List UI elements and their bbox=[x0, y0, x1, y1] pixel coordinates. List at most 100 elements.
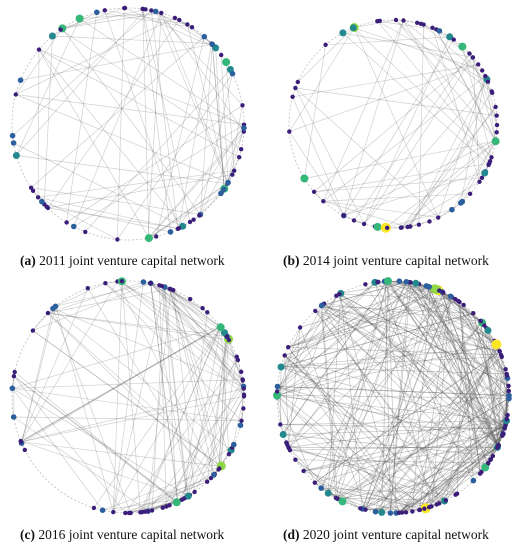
network-edge bbox=[428, 286, 499, 447]
network-node bbox=[22, 447, 27, 453]
caption-label-c: (c) bbox=[20, 527, 35, 542]
network-edge bbox=[405, 281, 510, 399]
network-node bbox=[52, 303, 59, 310]
network-edge bbox=[362, 508, 421, 511]
network-panel-c bbox=[0, 275, 262, 520]
network-edge bbox=[343, 20, 404, 216]
network-edge bbox=[288, 300, 459, 348]
network-edge bbox=[320, 305, 482, 473]
network-edge bbox=[295, 87, 497, 116]
network-node bbox=[503, 367, 508, 372]
network-edge bbox=[130, 481, 208, 514]
network-edge bbox=[287, 346, 407, 513]
network-node bbox=[237, 422, 244, 429]
network-edge bbox=[472, 57, 480, 182]
network-edge bbox=[87, 288, 208, 482]
network-edge bbox=[37, 196, 118, 240]
network-edge bbox=[117, 281, 244, 387]
network-edge bbox=[20, 440, 186, 499]
network-edge bbox=[32, 312, 49, 331]
network-node bbox=[341, 213, 346, 218]
network-node bbox=[412, 279, 420, 287]
network-edge bbox=[412, 287, 431, 512]
network-edge bbox=[456, 304, 464, 494]
network-edge bbox=[164, 286, 178, 503]
network-edge bbox=[287, 285, 427, 446]
network-edge bbox=[20, 326, 221, 443]
network-edge bbox=[47, 19, 180, 209]
network-node bbox=[273, 391, 281, 400]
network-node bbox=[111, 509, 116, 515]
network-edge bbox=[321, 305, 497, 345]
network-edge bbox=[47, 312, 229, 341]
network-edge bbox=[315, 310, 458, 494]
network-edge bbox=[276, 327, 301, 397]
network-node bbox=[192, 489, 197, 495]
network-edge bbox=[112, 327, 222, 513]
network-node bbox=[152, 8, 159, 15]
network-edge bbox=[142, 8, 150, 239]
network-edge bbox=[125, 481, 208, 514]
network-edge bbox=[426, 285, 494, 457]
network-node bbox=[279, 431, 287, 438]
network-node bbox=[333, 495, 339, 501]
network-edge bbox=[385, 281, 440, 504]
network-node bbox=[274, 383, 281, 390]
network-edge bbox=[384, 281, 502, 358]
network-node bbox=[145, 509, 150, 514]
network-edge bbox=[288, 286, 431, 348]
network-edge bbox=[381, 420, 507, 513]
network-edge bbox=[169, 288, 219, 470]
network-edge bbox=[401, 140, 496, 228]
network-node bbox=[297, 325, 303, 330]
network-node bbox=[403, 279, 410, 285]
network-edge bbox=[112, 286, 166, 513]
network-edge bbox=[335, 425, 506, 499]
network-edge bbox=[32, 330, 222, 467]
network-edge bbox=[183, 312, 208, 499]
network-edge bbox=[490, 398, 510, 460]
network-node bbox=[119, 279, 125, 284]
network-node bbox=[226, 337, 232, 343]
network-node bbox=[128, 510, 133, 516]
network-edge bbox=[365, 295, 451, 510]
network-edge bbox=[439, 290, 485, 326]
network-panel-a bbox=[0, 0, 262, 250]
network-node bbox=[221, 329, 228, 337]
network-edge bbox=[401, 373, 507, 513]
network-edge bbox=[12, 387, 242, 422]
network-edge bbox=[38, 170, 235, 198]
network-edge bbox=[410, 282, 507, 375]
network-edge bbox=[282, 281, 388, 435]
network-edge bbox=[401, 106, 496, 228]
network-edge bbox=[314, 351, 500, 483]
network-node bbox=[498, 352, 504, 358]
network-node bbox=[159, 10, 164, 16]
network-edge bbox=[15, 94, 245, 126]
network-edge bbox=[381, 297, 453, 513]
network-node bbox=[143, 7, 148, 12]
caption-label-d: (d) bbox=[283, 527, 300, 542]
network-node bbox=[351, 218, 357, 223]
network-edge bbox=[288, 420, 507, 448]
network-edge bbox=[407, 106, 496, 228]
network-edge bbox=[280, 282, 376, 368]
network-edge bbox=[438, 373, 508, 504]
network-edge bbox=[155, 11, 228, 184]
network-edge bbox=[62, 7, 125, 29]
network-edge bbox=[173, 289, 238, 358]
network-node bbox=[240, 103, 245, 108]
network-edge bbox=[55, 306, 114, 513]
network-node bbox=[480, 68, 485, 73]
network-edge bbox=[283, 427, 505, 435]
network-node bbox=[209, 41, 216, 48]
network-node bbox=[470, 55, 476, 60]
network-edge bbox=[445, 322, 483, 501]
network-edge bbox=[47, 312, 215, 476]
network-edge bbox=[415, 283, 508, 416]
network-node bbox=[36, 47, 42, 52]
network-edge bbox=[62, 28, 201, 215]
network-edge bbox=[405, 281, 499, 447]
network-edge bbox=[284, 296, 451, 356]
network-edge bbox=[405, 427, 506, 513]
